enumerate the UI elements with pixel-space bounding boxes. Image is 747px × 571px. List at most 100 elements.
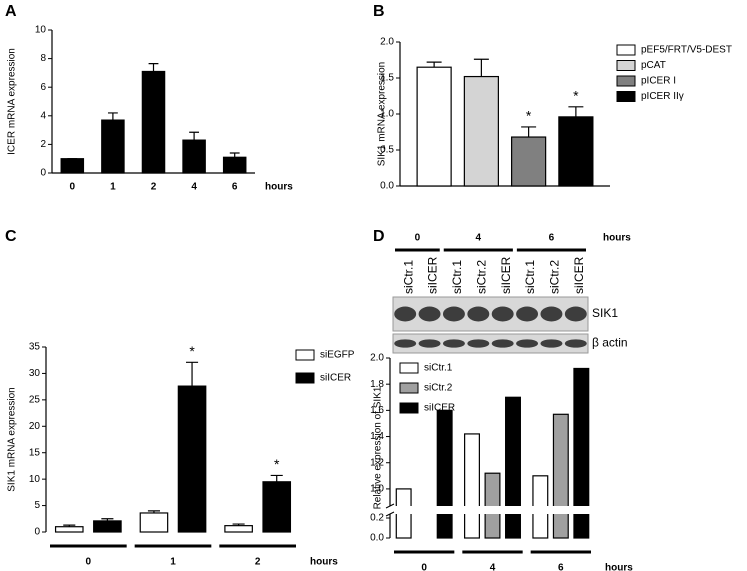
- legend-swatch: [295, 349, 315, 361]
- bar: [484, 472, 501, 539]
- blot-band: [491, 306, 514, 322]
- blot-band: [418, 306, 441, 322]
- axis-break-mark: [385, 503, 395, 517]
- error-bar: [568, 106, 584, 117]
- lane-label: siCtr.2: [548, 260, 562, 294]
- x-tick-label: 6: [232, 182, 238, 193]
- bar: [463, 75, 499, 187]
- x-tick-label: 4: [490, 563, 496, 571]
- y-tick-label: 0.0: [370, 533, 384, 544]
- y-tick-label: 1.8: [370, 379, 384, 390]
- y-tick-label: 6: [40, 82, 46, 93]
- legend-label: siEGFP: [320, 350, 355, 361]
- y-tick-label: 15: [29, 447, 41, 458]
- legend-label: siICER: [424, 403, 455, 414]
- legend-label: pICER IIγ: [641, 91, 684, 102]
- blot-band: [540, 306, 563, 322]
- bar: [464, 433, 480, 539]
- y-tick-label: 30: [29, 368, 41, 379]
- lane-label: siCtr.2: [474, 260, 488, 294]
- lane-label: siICER: [426, 256, 440, 294]
- lane-label: siCtr.1: [401, 260, 415, 294]
- blot-band: [516, 306, 539, 322]
- y-axis-label: SIK1 mRNA expression: [377, 62, 388, 167]
- lane-label: siCtr.1: [523, 260, 537, 294]
- lane-label: siICER: [572, 256, 586, 294]
- legend-swatch: [616, 60, 636, 71]
- error-bar: [63, 524, 76, 527]
- group-label: 0: [415, 233, 421, 244]
- error-bar: [101, 518, 114, 521]
- x-tick-label: 0: [70, 182, 76, 193]
- bar: [262, 481, 292, 533]
- bar: [416, 66, 452, 187]
- bar: [141, 70, 166, 174]
- blot-band: [418, 339, 441, 348]
- x-tick-label: 4: [191, 182, 197, 193]
- error-bar: [189, 131, 200, 141]
- blot-band: [394, 306, 417, 322]
- legend-swatch: [616, 75, 636, 87]
- y-tick-label: 1.2: [370, 457, 384, 468]
- panel-letter: A: [5, 3, 17, 20]
- y-axis-label: ICER mRNA expression: [7, 48, 18, 155]
- error-bar: [186, 361, 199, 387]
- y-tick-label: 0: [40, 168, 46, 179]
- lane-label: siICER: [499, 256, 513, 294]
- legend-swatch: [295, 372, 315, 384]
- blot-band: [540, 339, 563, 348]
- legend-label: siCtr.1: [424, 363, 453, 374]
- bar: [511, 136, 547, 187]
- y-tick-label: 1.0: [370, 484, 384, 495]
- significance-mark: *: [189, 343, 195, 359]
- y-tick-label: 2.0: [370, 353, 384, 364]
- bar: [93, 520, 122, 533]
- blot-strip: [392, 333, 589, 354]
- error-bar: [229, 152, 240, 158]
- y-tick-label: 1.6: [370, 405, 384, 416]
- y-axis-label: Relative expression of SIK1: [373, 386, 384, 509]
- error-bar: [473, 58, 489, 77]
- panel-letter: C: [5, 228, 17, 245]
- x-tick-label: 0: [86, 557, 92, 568]
- panel-letter: B: [373, 3, 385, 20]
- blot-band: [564, 339, 587, 348]
- y-tick-label: 0.0: [380, 181, 394, 192]
- error-bar: [148, 63, 159, 72]
- y-tick-label: 4: [40, 110, 46, 121]
- error-bar: [270, 474, 283, 482]
- bar: [177, 385, 207, 533]
- legend-label: pEF5/FRT/V5-DEST: [641, 45, 732, 56]
- bar: [139, 512, 169, 533]
- bar: [573, 367, 590, 539]
- x-axis-label: hours: [265, 182, 293, 193]
- bar: [60, 158, 85, 174]
- legend-label: pCAT: [641, 60, 666, 71]
- y-tick-label: 10: [35, 25, 47, 36]
- error-bar: [147, 510, 160, 513]
- bar: [222, 156, 247, 174]
- y-tick-label: 0: [34, 527, 40, 538]
- bar: [182, 139, 206, 174]
- x-tick-label: 6: [558, 563, 564, 571]
- group-label: 6: [549, 233, 555, 244]
- blot-band: [442, 339, 465, 348]
- y-tick-label: 25: [29, 394, 41, 405]
- y-axis-label: SIK1 mRNA expression: [7, 387, 18, 492]
- y-tick-label: 1.0: [380, 109, 394, 120]
- blot-band: [491, 339, 514, 348]
- x-tick-label: 2: [151, 182, 157, 193]
- error-bar: [521, 126, 537, 138]
- y-tick-label: 1.4: [370, 431, 384, 442]
- bar: [558, 116, 594, 187]
- legend-swatch: [616, 91, 636, 102]
- legend-swatch: [399, 362, 419, 374]
- x-tick-label: 1: [110, 182, 116, 193]
- y-tick-label: 8: [40, 53, 46, 64]
- x-tick-label: 2: [255, 557, 261, 568]
- blot-band: [467, 306, 490, 322]
- significance-mark: *: [573, 88, 579, 104]
- y-tick-label: 0.5: [380, 145, 394, 156]
- y-tick-label: 5: [34, 500, 40, 511]
